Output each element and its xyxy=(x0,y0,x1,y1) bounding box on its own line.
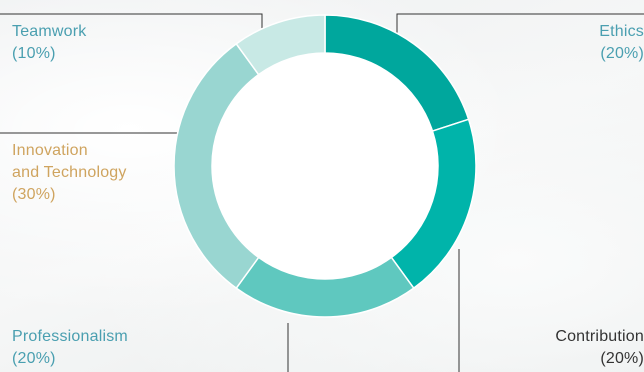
label-contribution-value: (20%) xyxy=(600,350,644,367)
label-ethics: Ethics (20%) xyxy=(599,21,644,65)
donut-hole xyxy=(212,53,438,279)
label-innovation-line1: Innovation xyxy=(12,142,88,159)
label-ethics-name: Ethics xyxy=(599,23,644,40)
label-contribution-name: Contribution xyxy=(555,328,644,345)
label-teamwork-value: (10%) xyxy=(12,45,56,62)
label-contribution: Contribution (20%) xyxy=(555,326,644,370)
slice-teamwork xyxy=(235,14,326,76)
label-professionalism-name: Professionalism xyxy=(12,328,128,345)
donut-slices xyxy=(173,14,477,318)
label-teamwork-name: Teamwork xyxy=(12,23,87,40)
label-ethics-value: (20%) xyxy=(600,45,644,62)
label-innovation-line2: and Technology xyxy=(12,164,127,181)
label-professionalism: Professionalism (20%) xyxy=(12,326,128,370)
label-professionalism-value: (20%) xyxy=(12,350,56,367)
label-innovation-value: (30%) xyxy=(12,186,56,203)
label-innovation: Innovation and Technology (30%) xyxy=(12,140,127,206)
label-teamwork: Teamwork (10%) xyxy=(12,21,87,65)
